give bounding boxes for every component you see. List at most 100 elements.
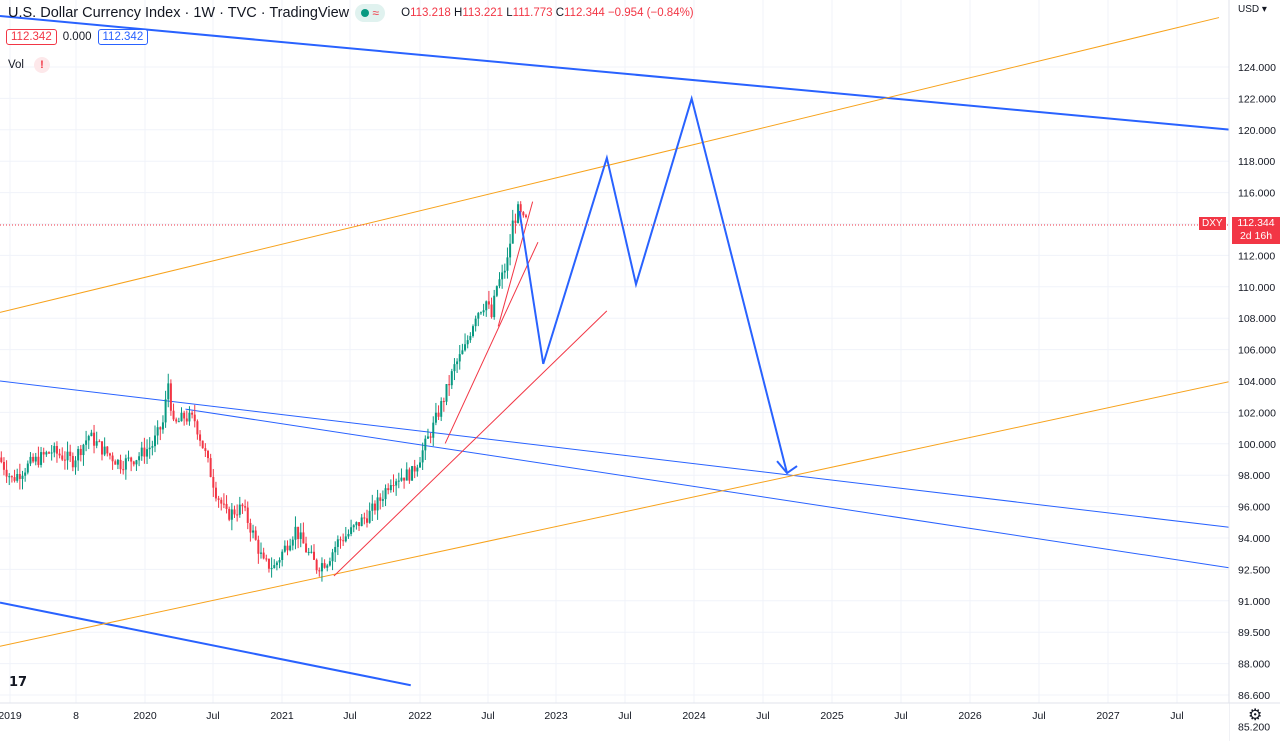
candle-body (498, 279, 501, 287)
candle-body (196, 421, 199, 435)
price-tick-label: 86.600 (1238, 690, 1270, 702)
tradingview-logo-icon[interactable]: 17 (9, 675, 28, 690)
candle-body (360, 517, 363, 527)
candle-body (183, 412, 186, 419)
ask-price-box[interactable]: 112.342 (97, 29, 149, 45)
candle-body (101, 441, 103, 455)
volume-indicator[interactable]: Vol ! (8, 57, 50, 73)
candle-body (159, 427, 162, 430)
projection-path[interactable] (518, 94, 798, 475)
candle-body (185, 418, 188, 422)
candle-body (275, 562, 278, 566)
candle-body (509, 243, 512, 258)
trend-line-blue-mid-1[interactable] (0, 380, 1233, 529)
candle-body (16, 474, 19, 481)
candle-body (124, 458, 127, 470)
candle-body (421, 450, 424, 463)
candle-body (164, 399, 167, 423)
candle-body (503, 270, 506, 273)
trend-line-blue-mid-2[interactable] (185, 408, 1233, 569)
candle-body (294, 526, 297, 540)
trend-line-orange-bottom[interactable] (0, 380, 1233, 647)
projection-zigzag[interactable] (518, 94, 789, 474)
candle-body (93, 432, 96, 446)
candle-body (328, 561, 331, 566)
trend-line-red-3[interactable] (497, 201, 534, 327)
trend-line-orange-top[interactable] (0, 17, 1220, 313)
candle-body (140, 447, 143, 457)
candle-body (270, 568, 273, 570)
last-price-value: 112.344 (1237, 217, 1275, 229)
time-tick-label: 2019 (0, 710, 22, 722)
candle-body (376, 497, 379, 511)
candle-body (69, 451, 72, 456)
price-tick-label: 110.000 (1238, 282, 1275, 294)
gear-icon[interactable]: ⚙ (1248, 707, 1263, 724)
candle-body (217, 498, 220, 500)
symbol-title[interactable]: U.S. Dollar Currency Index · 1W · TVC · … (8, 5, 350, 21)
candle-body (95, 441, 98, 446)
warning-icon[interactable]: ! (34, 57, 50, 73)
trend-line-red-1[interactable] (333, 310, 608, 577)
candle-body (432, 422, 435, 438)
candle-body (525, 215, 527, 218)
currency-selector[interactable]: USD ▾ (1238, 4, 1267, 15)
price-tick-label: 89.500 (1238, 627, 1270, 639)
candle-body (326, 565, 329, 568)
trend-line-blue-top[interactable] (0, 15, 1233, 131)
price-axis-bg (1229, 0, 1280, 741)
candle-body (138, 456, 141, 461)
candle-body (413, 466, 416, 472)
candle-body (381, 499, 384, 501)
candle-body (53, 446, 56, 453)
candle-body (426, 436, 429, 439)
candle-body (299, 532, 302, 539)
change-value: −0.954 (−0.84%) (607, 7, 694, 19)
candle-body (55, 446, 58, 454)
candle-body (34, 456, 37, 462)
candle-body (225, 503, 228, 509)
candle-body (108, 453, 111, 456)
candle-body (238, 504, 241, 515)
candle-body (66, 451, 69, 461)
candle-body (119, 459, 122, 470)
price-tick-label: 85.200 (1238, 721, 1270, 733)
trend-line-blue-bottom[interactable] (0, 601, 411, 687)
bid-price-box[interactable]: 112.342 (6, 29, 57, 45)
candle-body (58, 453, 61, 456)
candle-body (193, 414, 196, 422)
close-value: 112.344 (564, 7, 605, 19)
wave-icon: ≈ (372, 6, 379, 20)
candle-body (305, 543, 308, 553)
price-tick-label: 94.000 (1238, 533, 1270, 545)
candle-body (403, 477, 406, 481)
candle-body (411, 466, 414, 481)
candle-body (21, 475, 24, 479)
candle-body (87, 436, 90, 441)
time-tick-label: 2027 (1096, 710, 1120, 722)
time-tick-label: Jul (618, 710, 631, 722)
time-tick-label: 2021 (270, 710, 294, 722)
candle-body (469, 336, 472, 341)
candle-body (154, 435, 156, 447)
candle-body (331, 552, 334, 562)
candle-body (172, 410, 175, 420)
market-status-badge[interactable]: ≈ (355, 4, 386, 22)
candle-body (29, 456, 32, 464)
time-tick-label: Jul (206, 710, 219, 722)
projection-arrowhead (776, 460, 798, 475)
trend-lines[interactable] (0, 15, 1233, 687)
candles (0, 201, 527, 582)
candle-body (313, 551, 315, 560)
price-tick-label: 118.000 (1238, 156, 1275, 168)
candle-body (366, 518, 368, 523)
candle-body (358, 522, 361, 527)
candle-body (10, 476, 13, 478)
candle-body (169, 383, 172, 411)
price-boxes: 112.342 0.000 112.342 (6, 29, 149, 45)
candle-body (32, 456, 35, 462)
candle-body (442, 401, 445, 403)
trend-line-red-2[interactable] (444, 241, 539, 444)
candle-body (50, 452, 53, 454)
